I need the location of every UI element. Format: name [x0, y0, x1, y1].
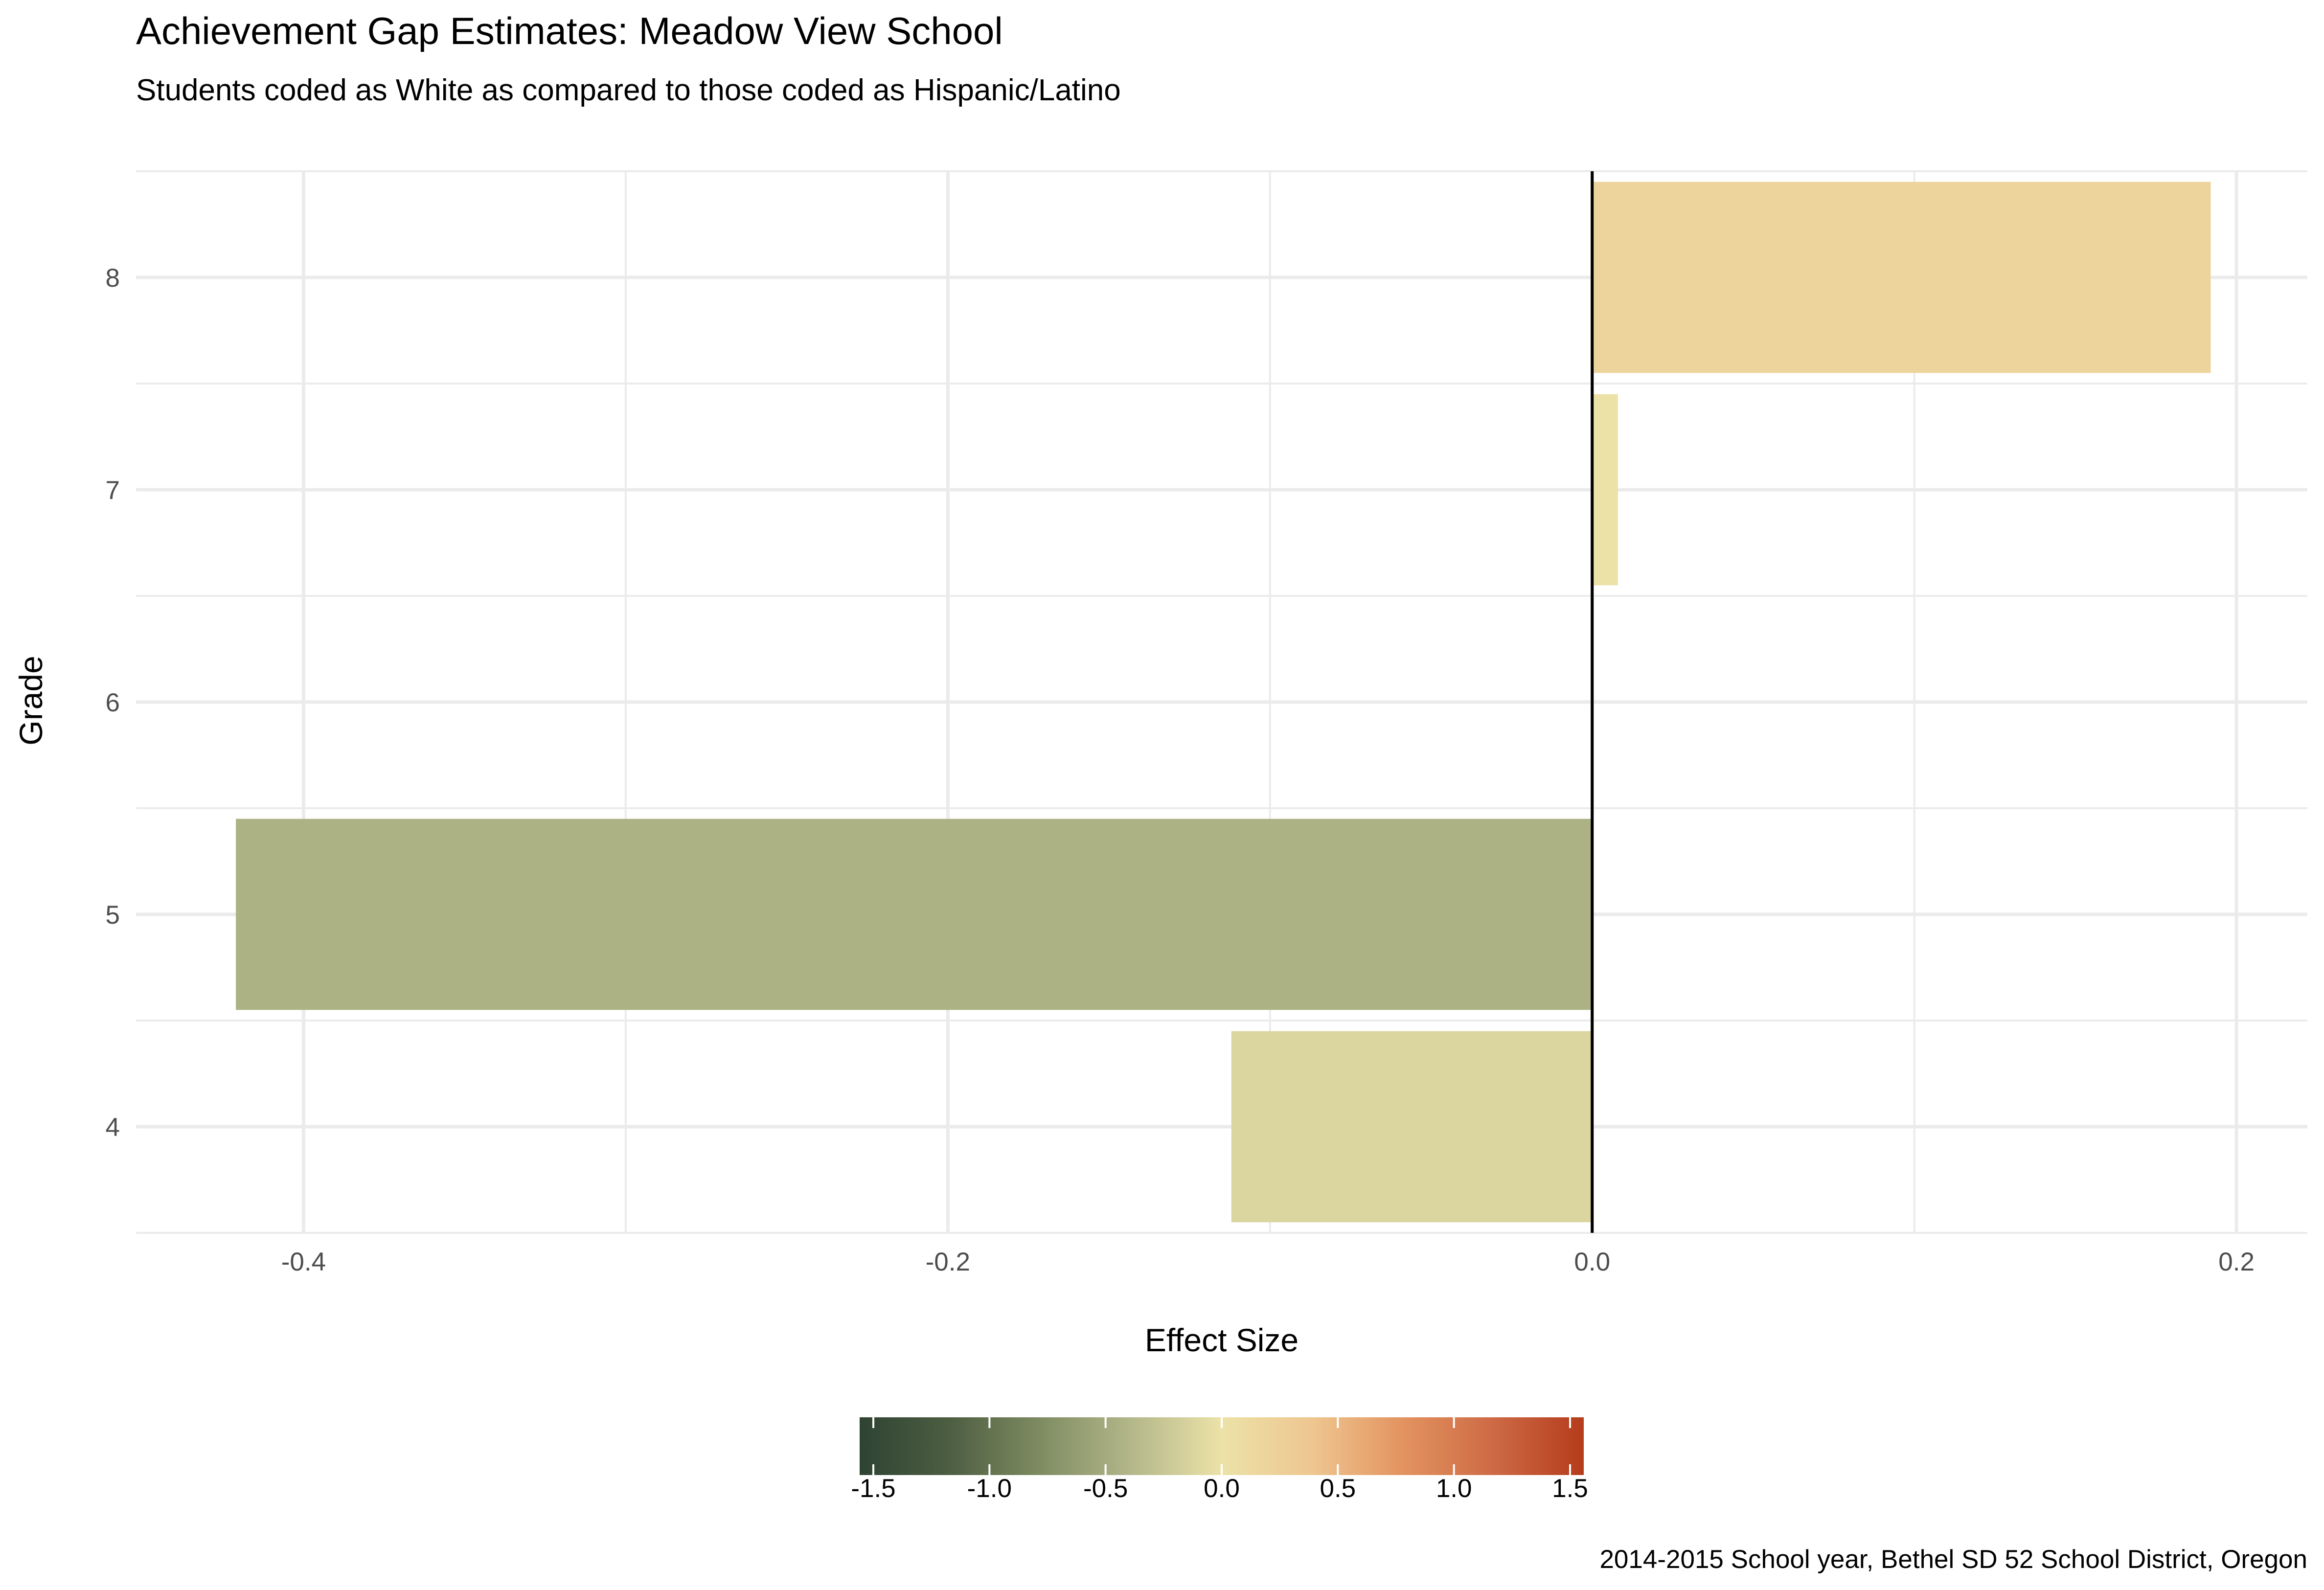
x-tick-label: 0.0 — [1574, 1248, 1610, 1276]
y-tick-label: 7 — [106, 476, 120, 505]
bar-grade-5 — [236, 818, 1593, 1010]
x-tick-label: -0.2 — [926, 1248, 970, 1276]
colorbar-tick-label: 1.5 — [1552, 1474, 1588, 1503]
y-tick-label: 8 — [106, 264, 120, 293]
colorbar-tick-label: -1.5 — [851, 1474, 895, 1503]
y-tick-labels: 4 5 6 7 8 — [106, 264, 120, 1142]
bar-grade-8 — [1592, 182, 2211, 373]
colorbar-tick-label: -1.0 — [967, 1474, 1012, 1503]
y-axis-label: Grade — [13, 656, 49, 745]
chart-title: Achievement Gap Estimates: Meadow View S… — [136, 9, 1003, 52]
colorbar-tick-label: 0.0 — [1204, 1474, 1240, 1503]
chart-caption: 2014-2015 School year, Bethel SD 52 Scho… — [1599, 1545, 2307, 1574]
chart-subtitle: Students coded as White as compared to t… — [136, 73, 1121, 107]
bar-grade-4 — [1231, 1031, 1593, 1223]
colorbar-tick-label: 1.0 — [1436, 1474, 1472, 1503]
x-tick-labels: -0.4 -0.2 0.0 0.2 — [281, 1248, 2255, 1276]
x-axis-label: Effect Size — [1145, 1322, 1299, 1358]
x-tick-label: 0.2 — [2218, 1248, 2255, 1276]
y-tick-label: 4 — [106, 1113, 120, 1142]
y-tick-label: 6 — [106, 688, 120, 717]
colorbar-ticks: -1.5 -1.0 -0.5 0.0 0.5 1.0 1.5 — [851, 1417, 1588, 1503]
x-tick-label: -0.4 — [281, 1248, 326, 1276]
y-tick-label: 5 — [106, 901, 120, 930]
colorbar-tick-label: 0.5 — [1320, 1474, 1356, 1503]
colorbar-tick-label: -0.5 — [1083, 1474, 1128, 1503]
legend-colorbar: -1.5 -1.0 -0.5 0.0 0.5 1.0 1.5 — [851, 1417, 1588, 1503]
bar-grade-7 — [1592, 394, 1618, 586]
bar-layer — [236, 182, 2211, 1223]
